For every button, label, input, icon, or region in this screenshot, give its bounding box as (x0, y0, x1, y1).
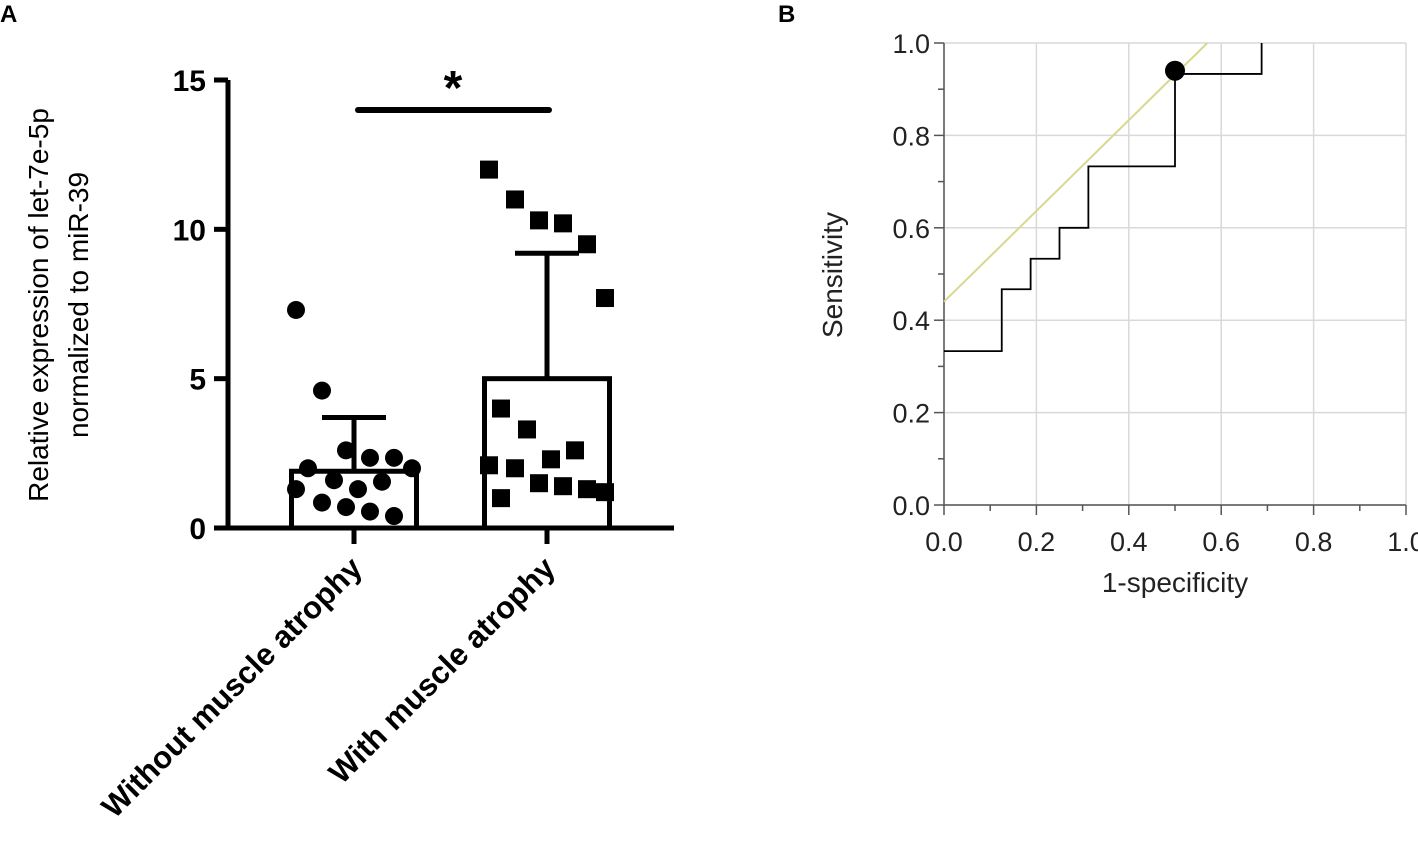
a-y-axis-label-line2: normalized to miR-39 (63, 172, 94, 438)
b-x-axis-label: 1-specificity (1102, 567, 1248, 598)
a-point-square (596, 483, 614, 502)
a-point-circle (361, 448, 379, 467)
a-y-axis-label-line1: Relative expression of let-7e-5p (23, 108, 54, 502)
a-point-square (518, 420, 536, 439)
b-x-tick-label: 0.6 (1202, 527, 1240, 557)
a-y-tick-label: 5 (189, 364, 206, 397)
panel-b-chart: 0.0 0.2 0.4 0.6 0.8 1.0 0.0 0.2 0.4 0.6 0.8 1.0 1-s… (817, 29, 1418, 598)
a-point-square (530, 211, 548, 230)
b-ticks: 0.0 0.2 0.4 0.6 0.8 1.0 0.0 0.2 0.4 0.6 0.8 1.0 (892, 29, 1418, 557)
a-significance-star: * (444, 62, 463, 115)
panel-a-chart: Relative expression of let-7e-5p normali… (23, 62, 674, 824)
b-y-tick-label: 1.0 (892, 29, 930, 59)
b-x-tick-label: 0.8 (1295, 527, 1333, 557)
a-point-square (530, 474, 548, 493)
a-point-square (554, 477, 572, 496)
a-point-square (566, 441, 584, 460)
a-point-square (506, 459, 524, 478)
a-point-circle (385, 507, 403, 526)
b-x-tick-label: 0.4 (1110, 527, 1148, 557)
a-point-circle (299, 459, 317, 478)
a-point-square (578, 235, 596, 254)
a-y-tick-label: 15 (173, 65, 206, 98)
a-point-circle (337, 498, 355, 517)
a-point-square (596, 289, 614, 308)
a-point-circle (337, 441, 355, 460)
a-point-square (480, 456, 498, 475)
a-points (287, 160, 614, 526)
a-point-circle (403, 459, 421, 478)
a-point-square (554, 214, 572, 233)
b-y-axis-label: Sensitivity (817, 212, 848, 338)
b-y-tick-label: 0.0 (892, 491, 930, 521)
b-y-tick-label: 0.4 (892, 306, 930, 336)
a-y-tick-label: 10 (173, 214, 206, 247)
a-significance: * (355, 62, 552, 115)
a-point-circle (373, 472, 391, 491)
panel-a-letter: A (0, 1, 17, 28)
b-optimal-point (1165, 60, 1185, 81)
a-point-circle (287, 300, 305, 319)
a-point-circle (361, 502, 379, 521)
a-point-square (492, 399, 510, 418)
a-point-circle (325, 471, 343, 490)
a-error-bars (322, 250, 579, 472)
a-point-square (492, 489, 510, 508)
a-category-label: Without muscle atrophy (95, 550, 370, 825)
a-point-circle (385, 448, 403, 467)
panel-b-letter: B (778, 1, 795, 28)
a-point-square (542, 450, 560, 469)
b-y-tick-label: 0.8 (892, 121, 930, 151)
b-x-tick-label: 0.2 (1018, 527, 1056, 557)
a-point-circle (287, 480, 305, 499)
b-series (943, 42, 1263, 353)
a-point-circle (313, 493, 331, 512)
a-y-axis-label: Relative expression of let-7e-5p normali… (23, 108, 94, 502)
a-point-square (578, 480, 596, 499)
b-tangent-line (943, 42, 1209, 303)
a-point-circle (349, 480, 367, 499)
a-point-square (506, 190, 524, 209)
b-y-tick-label: 0.2 (892, 399, 930, 429)
a-y-tick-label: 0 (189, 513, 206, 546)
b-y-tick-label: 0.6 (892, 214, 930, 244)
a-point-square (480, 160, 498, 179)
b-x-tick-label: 0.0 (925, 527, 963, 557)
a-point-circle (313, 381, 331, 400)
b-roc-curve (944, 43, 1263, 353)
a-y-ticks: 0 5 10 15 (173, 65, 550, 546)
b-x-tick-label: 1.0 (1387, 527, 1418, 557)
